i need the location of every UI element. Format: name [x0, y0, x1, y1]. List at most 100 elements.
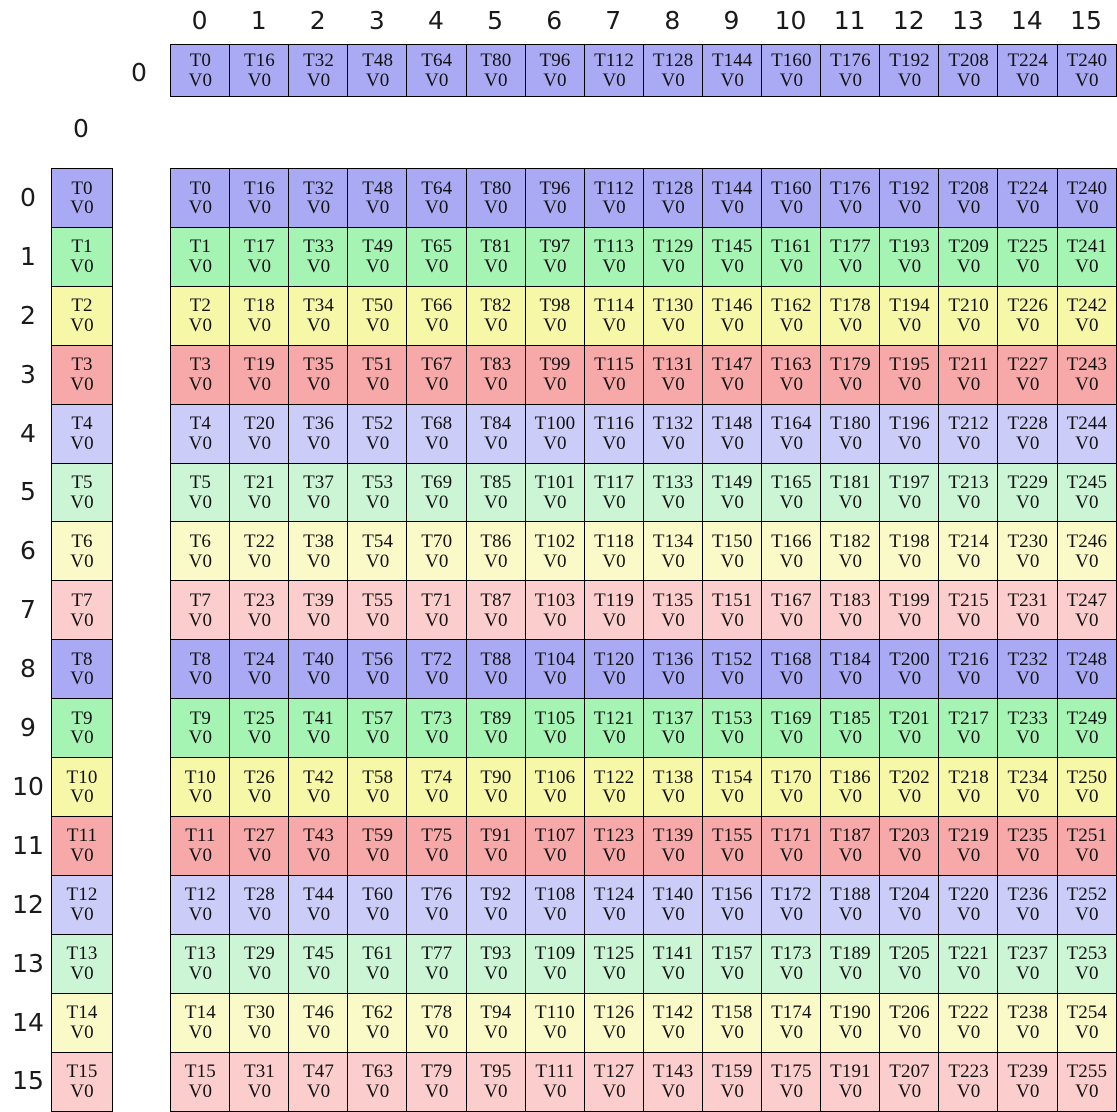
cell-value-label: V0: [721, 846, 744, 866]
cell-thread-label: T139: [653, 826, 694, 846]
cell-value-label: V0: [484, 257, 507, 277]
cell-value-label: V0: [1075, 257, 1098, 277]
cell-value-label: V0: [366, 71, 389, 91]
cell-thread-label: T249: [1067, 709, 1108, 729]
cell-thread-label: T43: [303, 826, 334, 846]
cell-thread-label: T7: [190, 591, 211, 611]
cell-thread-label: T19: [244, 355, 275, 375]
cell-value-label: V0: [484, 611, 507, 631]
cell-value-label: V0: [307, 71, 330, 91]
cell-thread-label: T11: [67, 826, 97, 846]
cell-thread-label: T244: [1067, 414, 1108, 434]
cell-value-label: V0: [661, 787, 684, 807]
cell-thread-label: T240: [1067, 179, 1108, 199]
cell-value-label: V0: [839, 71, 862, 91]
cell-thread-label: T236: [1007, 885, 1048, 905]
top-strip-column-label-13: 13: [938, 2, 997, 38]
cell-value-label: V0: [1075, 846, 1098, 866]
cell-value-label: V0: [189, 316, 212, 336]
cell-thread-label: T51: [362, 355, 393, 375]
cell-thread-label: T56: [362, 650, 393, 670]
cell-value-label: V0: [957, 1082, 980, 1102]
cell-value-label: V0: [543, 316, 566, 336]
cell-thread-label: T48: [362, 51, 393, 71]
cell-value-label: V0: [307, 198, 330, 218]
cell-value-label: V0: [602, 846, 625, 866]
cell-value-label: V0: [307, 611, 330, 631]
top-strip-column-label-6: 6: [525, 2, 584, 38]
cell-thread-label: T12: [67, 885, 98, 905]
cell-thread-label: T143: [653, 1062, 694, 1082]
cell-value-label: V0: [70, 611, 93, 631]
cell-thread-label: T119: [594, 591, 634, 611]
cell-value-label: V0: [957, 611, 980, 631]
cell-thread-label: T162: [771, 296, 812, 316]
cell-value-label: V0: [1016, 316, 1039, 336]
cell-thread-label: T237: [1007, 944, 1048, 964]
cell-thread-label: T156: [712, 885, 753, 905]
cell-value-label: V0: [70, 1023, 93, 1043]
cell-value-label: V0: [661, 257, 684, 277]
cell-value-label: V0: [543, 493, 566, 513]
cell-thread-label: T13: [67, 944, 98, 964]
cell-value-label: V0: [366, 669, 389, 689]
cell-value-label: V0: [1075, 198, 1098, 218]
cell-value-label: V0: [661, 198, 684, 218]
cell-thread-label: T221: [948, 944, 989, 964]
cell-value-label: V0: [957, 787, 980, 807]
cell-value-label: V0: [602, 375, 625, 395]
left-block-row-label-5: 5: [8, 463, 48, 522]
cell-thread-label: T88: [480, 650, 511, 670]
cell-value-label: V0: [721, 257, 744, 277]
cell-thread-label: T117: [594, 473, 634, 493]
cell-thread-label: T120: [594, 650, 635, 670]
cell-value-label: V0: [366, 375, 389, 395]
cell-thread-label: T2: [190, 296, 211, 316]
cell-thread-label: T84: [480, 414, 511, 434]
cell-thread-label: T24: [244, 650, 275, 670]
cell-value-label: V0: [780, 316, 803, 336]
cell-value-label: V0: [248, 964, 271, 984]
cell-thread-label: T32: [303, 179, 334, 199]
cell-value-label: V0: [484, 964, 507, 984]
cell-thread-label: T116: [594, 414, 634, 434]
cell-value-label: V0: [661, 552, 684, 572]
cell-value-label: V0: [543, 434, 566, 454]
cell-value-label: V0: [661, 611, 684, 631]
cell-value-label: V0: [484, 905, 507, 925]
cell-thread-label: T192: [889, 179, 930, 199]
cell-value-label: V0: [721, 375, 744, 395]
cell-value-label: V0: [898, 1082, 921, 1102]
